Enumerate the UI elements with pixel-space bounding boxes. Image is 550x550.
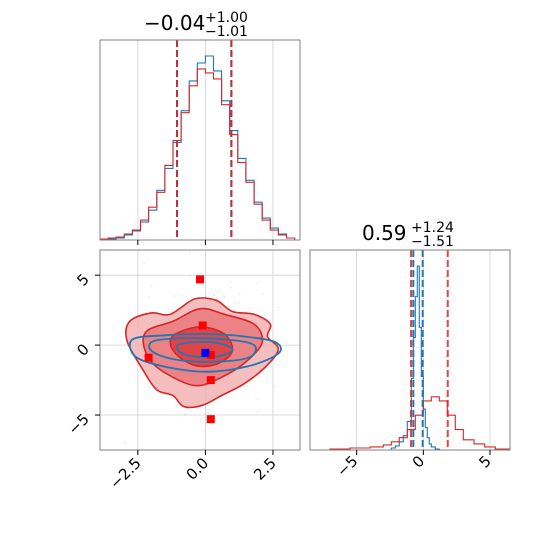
scatter-point bbox=[277, 306, 280, 309]
x-ticks bbox=[137, 240, 274, 245]
scatter-point bbox=[136, 363, 139, 366]
tick-label: −5 bbox=[64, 410, 92, 438]
axes-frame bbox=[309, 249, 511, 451]
tick-label: 0 bbox=[409, 452, 428, 471]
panel-top-left: −0.04 +1.00 −1.01 bbox=[99, 10, 301, 245]
axes-frame bbox=[99, 39, 301, 241]
scatter-point bbox=[148, 386, 151, 389]
tick-label: −2.5 bbox=[106, 454, 144, 492]
title-plus: +1.24 bbox=[411, 220, 454, 236]
tick-label: 0 bbox=[73, 340, 92, 359]
title-median: 0.59 bbox=[362, 221, 407, 245]
scatter-point bbox=[256, 398, 259, 400]
quantile-lines bbox=[410, 250, 449, 450]
blue-contour bbox=[148, 337, 257, 363]
scatter-point bbox=[184, 413, 186, 416]
scatter-point bbox=[223, 295, 226, 298]
panel-bottom-right: −5 0 5 0.59 +1.24 −1.51 bbox=[309, 220, 511, 480]
quantile-lines bbox=[176, 40, 233, 240]
axes-frame bbox=[99, 249, 301, 451]
scatter-point bbox=[188, 251, 191, 254]
scatter-point bbox=[237, 301, 240, 304]
x-ticks: −5 0 5 bbox=[333, 450, 495, 480]
histogram-series bbox=[100, 55, 296, 240]
histogram-series bbox=[310, 265, 510, 450]
title-median: −0.04 bbox=[144, 11, 205, 35]
title-minus: −1.51 bbox=[411, 234, 454, 250]
title-top-left: −0.04 +1.00 −1.01 bbox=[144, 10, 248, 40]
scatter-point bbox=[256, 410, 258, 413]
scatter-point bbox=[229, 286, 232, 289]
blue-contour bbox=[128, 332, 282, 373]
panel-bottom-left: −2.5 0.0 2.5 −5 0 5 bbox=[64, 249, 322, 493]
histogram-line bbox=[310, 265, 510, 450]
red-square-marker bbox=[206, 376, 215, 385]
tick-label: 5 bbox=[73, 270, 92, 289]
title-bottom-right: 0.59 +1.24 −1.51 bbox=[362, 220, 454, 250]
title-plus: +1.00 bbox=[205, 10, 248, 26]
scatter-point bbox=[188, 275, 191, 278]
blue-square-marker bbox=[201, 348, 210, 357]
blue-density-contours bbox=[128, 332, 282, 373]
tick-label: 5 bbox=[475, 452, 494, 471]
scatter-point bbox=[148, 296, 151, 299]
scatter-point bbox=[320, 333, 322, 335]
scatter-point bbox=[229, 281, 232, 284]
scatter-point bbox=[213, 294, 215, 296]
red-square-marker bbox=[206, 350, 215, 359]
red-square-marker bbox=[196, 275, 204, 284]
histogram-line bbox=[100, 68, 296, 240]
tick-label: 2.5 bbox=[250, 454, 280, 484]
x-ticks: −2.5 0.0 2.5 bbox=[106, 450, 280, 493]
y-ticks: −5 0 5 bbox=[64, 270, 100, 439]
title-minus: −1.01 bbox=[205, 24, 248, 40]
histogram-line bbox=[310, 396, 510, 450]
scatter-point bbox=[218, 290, 220, 292]
tick-label: 0.0 bbox=[183, 454, 213, 484]
red-square-marker bbox=[198, 321, 207, 330]
scatter-point bbox=[257, 376, 259, 378]
red-square-marker bbox=[144, 353, 153, 362]
scatter-point bbox=[234, 301, 236, 304]
scatter-point bbox=[150, 284, 153, 287]
scatter-point bbox=[212, 294, 215, 296]
scatter-point bbox=[124, 442, 126, 444]
scatter-point bbox=[258, 409, 261, 412]
scatter-point bbox=[180, 293, 182, 296]
scatter-point bbox=[261, 292, 264, 295]
markers bbox=[144, 275, 215, 424]
blue-contour bbox=[175, 341, 234, 358]
scatter-point bbox=[223, 297, 226, 299]
scatter-point bbox=[238, 292, 241, 295]
scatter-point bbox=[273, 386, 276, 388]
scatter-point bbox=[248, 308, 251, 310]
scatter-point bbox=[256, 282, 259, 284]
red-square-marker bbox=[206, 415, 215, 424]
scatter-point bbox=[143, 262, 146, 265]
scatter-point bbox=[173, 295, 176, 297]
tick-label: −5 bbox=[333, 452, 361, 480]
